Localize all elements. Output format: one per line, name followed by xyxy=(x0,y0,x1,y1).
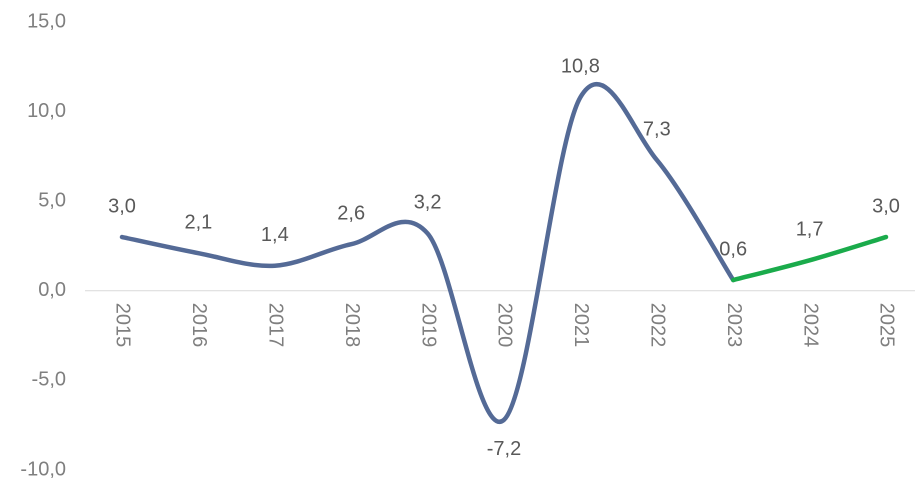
data-label: 1,7 xyxy=(796,219,824,241)
x-tick-label: 2016 xyxy=(188,303,210,348)
x-tick-label: 2018 xyxy=(341,303,363,348)
y-tick-label: 0,0 xyxy=(38,279,66,301)
data-label: 3,0 xyxy=(108,195,136,217)
line xyxy=(119,81,736,425)
line xyxy=(730,234,889,283)
data-label: -7,2 xyxy=(487,438,521,460)
y-tick-label: -5,0 xyxy=(32,369,66,391)
data-label: 10,8 xyxy=(561,56,600,78)
y-tick-label: 10,0 xyxy=(27,100,66,122)
x-tick-label: 2024 xyxy=(799,303,821,348)
data-label: 3,2 xyxy=(414,192,442,214)
x-tick-label: 2023 xyxy=(723,303,745,348)
y-tick-label: 15,0 xyxy=(27,10,66,32)
x-tick-label: 2025 xyxy=(876,303,898,348)
data-label: 0,6 xyxy=(719,238,747,260)
y-tick-label: 5,0 xyxy=(38,189,66,211)
data-label: 1,4 xyxy=(261,224,289,246)
data-label: 7,3 xyxy=(643,118,671,140)
data-label: 2,1 xyxy=(184,211,212,233)
y-tick-label: -10,0 xyxy=(20,458,66,480)
x-tick-label: 2022 xyxy=(647,303,669,348)
x-tick-label: 2021 xyxy=(570,303,592,348)
x-tick-label: 2019 xyxy=(417,303,439,348)
x-tick-label: 2020 xyxy=(494,303,516,348)
data-label: 3,0 xyxy=(872,195,900,217)
x-tick-label: 2015 xyxy=(112,303,134,348)
x-tick-label: 2017 xyxy=(265,303,287,348)
data-label: 2,6 xyxy=(337,202,365,224)
